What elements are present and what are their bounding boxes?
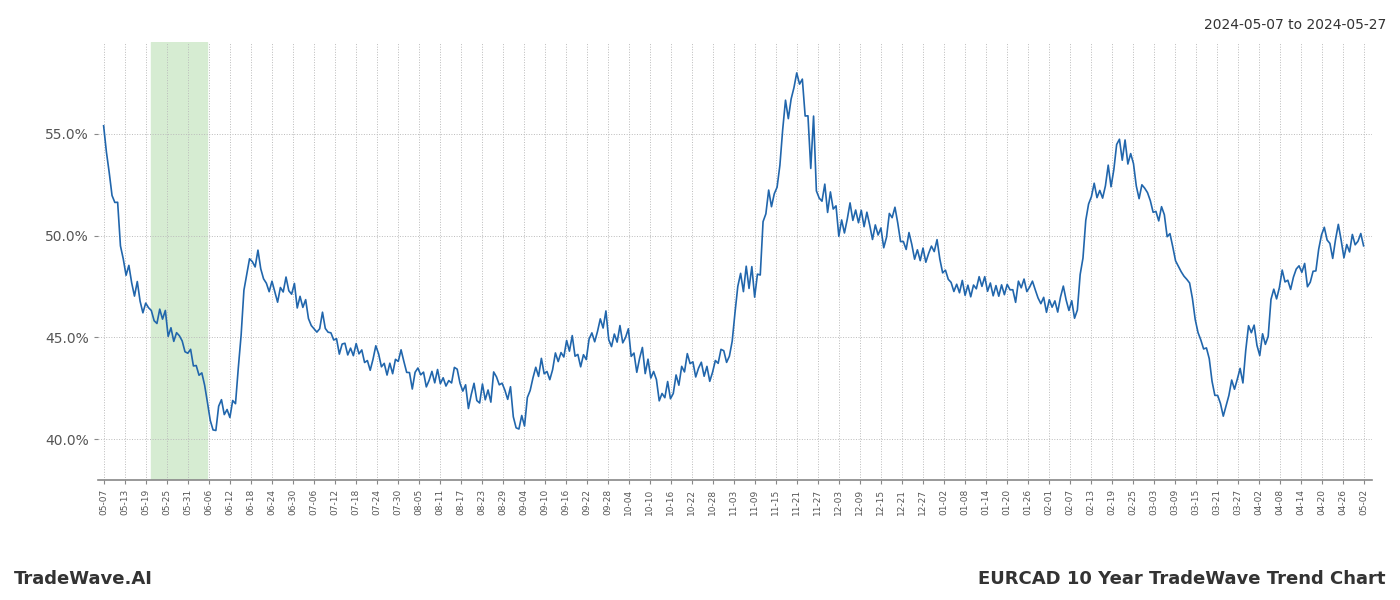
Text: TradeWave.AI: TradeWave.AI (14, 570, 153, 588)
Text: 2024-05-07 to 2024-05-27: 2024-05-07 to 2024-05-27 (1204, 18, 1386, 32)
Bar (151, 42, 207, 480)
Text: EURCAD 10 Year TradeWave Trend Chart: EURCAD 10 Year TradeWave Trend Chart (979, 570, 1386, 588)
